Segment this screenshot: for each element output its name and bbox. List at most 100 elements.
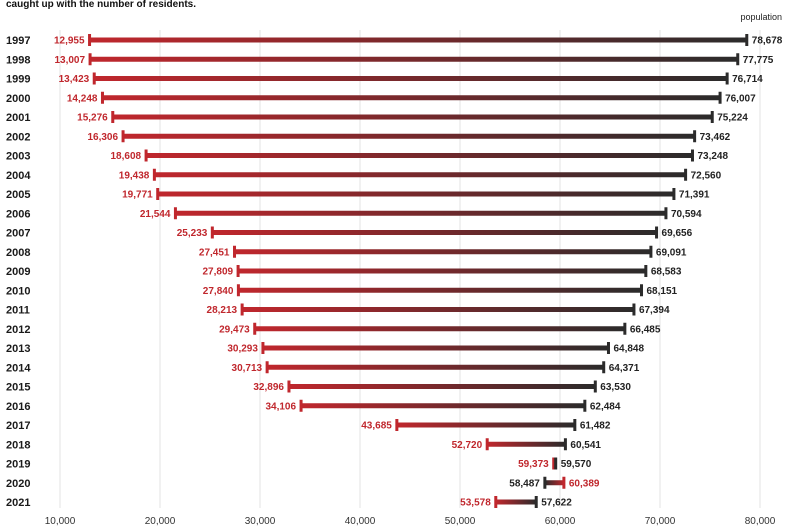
range-bar bbox=[157, 191, 674, 197]
left-value-label: 27,451 bbox=[199, 247, 230, 258]
x-tick-label: 40,000 bbox=[345, 516, 376, 527]
year-label: 2002 bbox=[6, 131, 30, 143]
right-cap bbox=[573, 419, 577, 431]
left-cap bbox=[121, 130, 125, 143]
left-cap bbox=[236, 284, 240, 297]
left-cap bbox=[287, 380, 291, 393]
right-value-label: 60,541 bbox=[570, 440, 601, 451]
chart-row: 2005 19,771 71,391 bbox=[6, 188, 710, 201]
right-cap bbox=[543, 476, 547, 489]
chart-row: 2017 43,685 61,482 bbox=[6, 419, 611, 432]
right-value-label: 59,570 bbox=[561, 459, 592, 470]
chart-row: 1999 13,423 76,714 bbox=[6, 72, 763, 86]
chart-row: 2012 29,473 66,485 bbox=[6, 322, 661, 336]
chart-row: 2008 27,451 69,091 bbox=[6, 245, 687, 259]
range-bar bbox=[112, 114, 713, 120]
x-tick-label: 30,000 bbox=[245, 516, 276, 527]
chart-subtitle: caught up with the number of residents. bbox=[6, 0, 196, 10]
right-cap bbox=[602, 361, 606, 374]
chart-row: 1998 13,007 77,775 bbox=[6, 53, 774, 66]
range-bar bbox=[238, 268, 646, 274]
right-value-label: 73,248 bbox=[697, 151, 728, 162]
range-bar bbox=[123, 133, 695, 139]
range-bar bbox=[396, 422, 575, 428]
right-value-label: 71,391 bbox=[679, 190, 710, 201]
left-value-label: 13,423 bbox=[59, 74, 90, 85]
left-value-label: 28,213 bbox=[207, 305, 238, 316]
right-cap bbox=[690, 149, 694, 162]
year-label: 2019 bbox=[6, 459, 30, 471]
chart-row: 2009 27,809 68,583 bbox=[6, 265, 682, 278]
left-value-label: 32,896 bbox=[253, 382, 284, 393]
right-value-label: 73,462 bbox=[700, 132, 731, 143]
left-value-label: 15,276 bbox=[77, 113, 108, 124]
right-cap bbox=[623, 322, 627, 335]
year-label: 2005 bbox=[6, 189, 30, 201]
range-bar bbox=[154, 172, 686, 178]
x-tick-label: 60,000 bbox=[545, 516, 576, 527]
left-cap bbox=[485, 438, 489, 451]
right-value-label: 76,714 bbox=[732, 74, 763, 85]
range-bar bbox=[175, 210, 666, 216]
chart-row: 2013 30,293 64,848 bbox=[6, 342, 645, 355]
year-label: 2015 bbox=[6, 382, 30, 394]
year-label: 2009 bbox=[6, 266, 30, 278]
right-cap bbox=[710, 111, 714, 123]
chart-row: 2002 16,306 73,462 bbox=[6, 130, 731, 143]
left-cap bbox=[210, 226, 214, 239]
left-cap bbox=[562, 476, 566, 489]
left-value-label: 27,809 bbox=[202, 267, 233, 278]
left-value-label: 34,106 bbox=[265, 401, 296, 412]
right-cap bbox=[745, 34, 749, 46]
left-cap bbox=[152, 168, 156, 181]
chart-row: 2006 21,544 70,594 bbox=[6, 207, 702, 220]
right-value-label: 68,151 bbox=[647, 286, 678, 297]
chart-row: 2000 14,248 76,007 bbox=[6, 91, 756, 105]
chart-row: 1997 12,955 78,678 bbox=[6, 34, 783, 47]
unit-label: population bbox=[740, 12, 782, 22]
right-cap bbox=[649, 245, 653, 258]
year-label: 2007 bbox=[6, 228, 30, 240]
left-value-label: 25,233 bbox=[177, 228, 208, 239]
right-cap bbox=[725, 72, 729, 85]
year-label: 2001 bbox=[6, 112, 30, 124]
left-value-label: 18,608 bbox=[110, 151, 141, 162]
year-label: 2016 bbox=[6, 401, 30, 413]
year-label: 1998 bbox=[6, 54, 30, 66]
right-cap bbox=[718, 91, 722, 104]
left-value-label: 12,955 bbox=[54, 36, 85, 47]
left-cap bbox=[92, 72, 96, 85]
chart-row: 2021 53,578 57,622 bbox=[6, 496, 572, 509]
right-value-label: 78,678 bbox=[752, 36, 783, 47]
left-value-label: 27,840 bbox=[203, 286, 234, 297]
range-bar bbox=[301, 403, 585, 409]
right-value-label: 63,530 bbox=[600, 382, 631, 393]
range-bar bbox=[102, 95, 721, 101]
year-label: 2004 bbox=[6, 170, 31, 182]
right-cap bbox=[664, 207, 668, 220]
right-value-label: 64,848 bbox=[613, 344, 644, 355]
year-label: 2003 bbox=[6, 151, 30, 163]
x-tick-label: 80,000 bbox=[745, 516, 776, 527]
year-label: 2006 bbox=[6, 208, 30, 220]
year-label: 2020 bbox=[6, 478, 30, 490]
right-value-label: 75,224 bbox=[717, 113, 748, 124]
right-cap bbox=[672, 188, 676, 200]
right-cap bbox=[644, 265, 648, 277]
x-tick-label: 10,000 bbox=[45, 516, 76, 527]
right-cap bbox=[583, 399, 587, 412]
left-cap bbox=[156, 188, 160, 200]
year-label: 2012 bbox=[6, 324, 30, 336]
range-bar bbox=[90, 56, 738, 62]
left-cap bbox=[88, 34, 92, 46]
left-cap bbox=[552, 457, 556, 470]
left-value-label: 16,306 bbox=[87, 132, 118, 143]
right-value-label: 70,594 bbox=[671, 209, 702, 220]
chart-row: 2010 27,840 68,151 bbox=[6, 284, 678, 297]
right-value-label: 72,560 bbox=[691, 170, 722, 181]
chart-row: 2016 34,106 62,484 bbox=[6, 399, 621, 413]
right-value-label: 66,485 bbox=[630, 324, 661, 335]
left-cap bbox=[111, 111, 115, 123]
right-value-label: 69,656 bbox=[662, 228, 693, 239]
year-label: 2010 bbox=[6, 285, 30, 297]
